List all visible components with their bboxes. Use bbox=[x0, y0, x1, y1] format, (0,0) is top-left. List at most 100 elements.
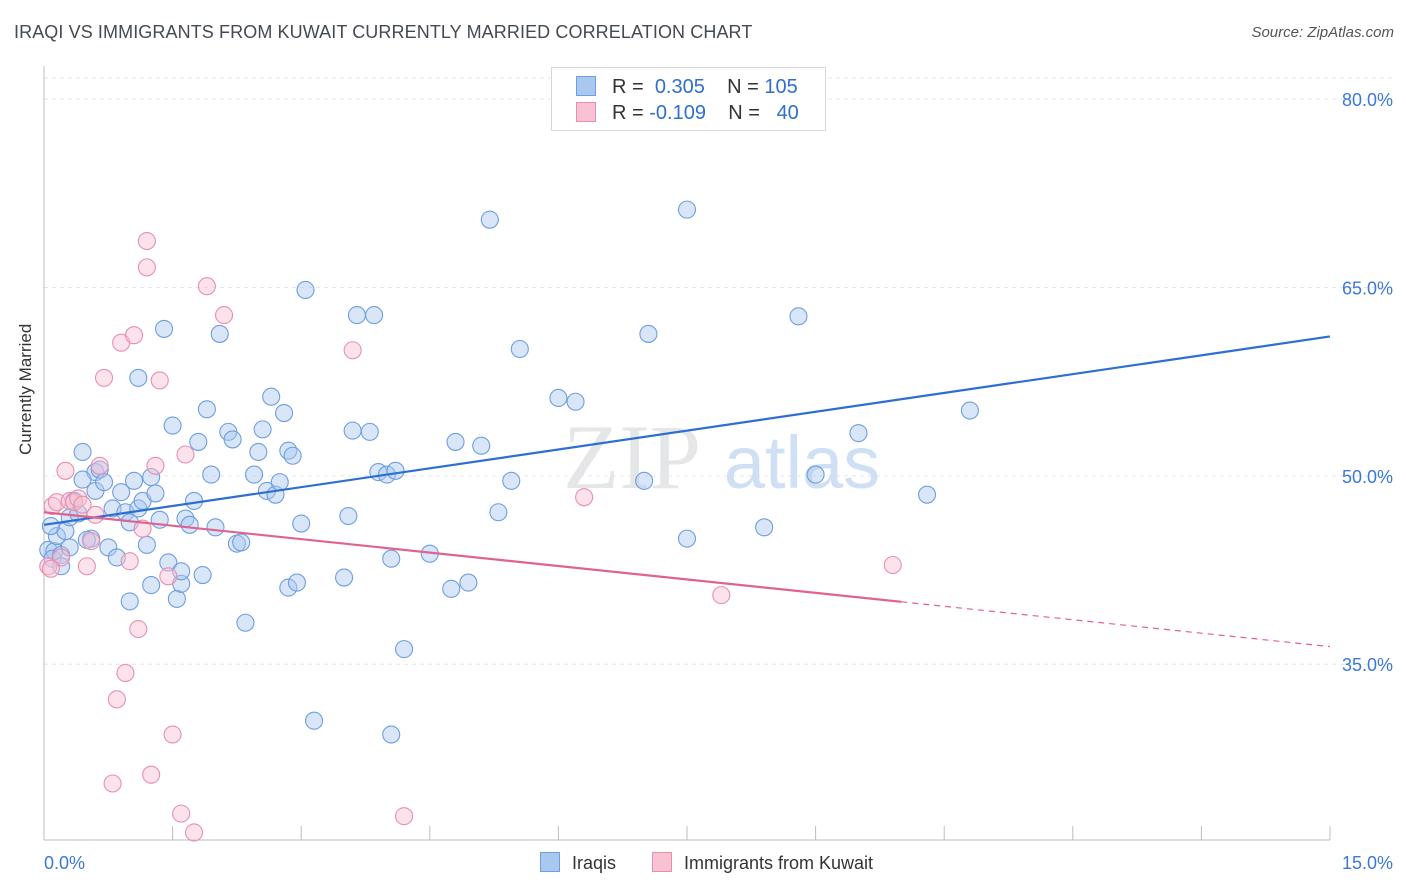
iraqis-point-49 bbox=[236, 613, 255, 632]
kuwait-point-29 bbox=[172, 804, 191, 823]
iraqis-point-52 bbox=[253, 420, 272, 439]
iraqis-point-37 bbox=[180, 515, 199, 534]
kuwait-point-23 bbox=[137, 258, 156, 277]
kuwait-point-9 bbox=[77, 557, 96, 576]
watermark: ZIP atlas bbox=[563, 406, 880, 508]
kuwait-point-37 bbox=[712, 586, 731, 605]
kuwait-point-28 bbox=[163, 725, 182, 744]
r-value-kuwait: -0.109 bbox=[649, 102, 706, 124]
r-label: R = bbox=[612, 76, 644, 98]
kuwait-point-24 bbox=[142, 765, 161, 784]
x-tick-label-max: 15.0% bbox=[1342, 853, 1393, 873]
iraqis-point-76 bbox=[382, 725, 401, 744]
n-value-kuwait: 40 bbox=[776, 102, 799, 124]
stats-legend: R = 0.305 N = 105 R = -0.109 N = 40 bbox=[551, 67, 826, 131]
kuwait-point-14 bbox=[103, 774, 122, 793]
iraqis-legend-swatch bbox=[540, 852, 560, 872]
iraqis-point-32 bbox=[163, 416, 182, 435]
iraqis-point-88 bbox=[635, 471, 654, 490]
watermark-atlas: atlas bbox=[724, 421, 880, 504]
kuwait-point-38 bbox=[883, 555, 902, 575]
iraqis-swatch bbox=[576, 76, 596, 96]
iraqis-point-83 bbox=[489, 503, 508, 522]
iraqis-point-85 bbox=[510, 339, 529, 359]
iraqis-point-2 bbox=[47, 527, 66, 546]
iraqis-point-56 bbox=[270, 473, 289, 492]
iraqis-point-54 bbox=[262, 387, 281, 406]
iraqis-point-103 bbox=[142, 576, 161, 595]
kuwait-trend-line-extrapolated bbox=[901, 601, 1331, 648]
iraqis-point-43 bbox=[206, 518, 225, 537]
kuwait-point-12 bbox=[90, 456, 109, 475]
kuwait-point-35 bbox=[395, 807, 414, 826]
x-tick-label-min: 0.0% bbox=[44, 853, 85, 873]
iraqis-point-78 bbox=[442, 579, 461, 598]
iraqis-point-14 bbox=[94, 473, 114, 492]
y-tick-label-3: 80.0% bbox=[1342, 90, 1393, 110]
kuwait-point-19 bbox=[124, 326, 144, 345]
kuwait-point-34 bbox=[343, 341, 362, 360]
iraqis-point-67 bbox=[343, 421, 362, 440]
iraqis-point-80 bbox=[459, 573, 478, 592]
iraqis-point-9 bbox=[73, 442, 92, 462]
stats-legend-row-iraqis: R = 0.305 N = 105 bbox=[576, 76, 798, 102]
iraqis-point-28 bbox=[146, 484, 165, 503]
data-points bbox=[39, 200, 979, 842]
iraqis-point-68 bbox=[347, 306, 366, 325]
kuwait-trend-line bbox=[43, 511, 902, 603]
kuwait-point-32 bbox=[197, 277, 216, 296]
y-axis-label: Currently Married bbox=[16, 323, 35, 455]
iraqis-point-74 bbox=[386, 461, 405, 480]
source-label: Source: ZipAtlas.com bbox=[1251, 24, 1394, 41]
iraqis-point-58 bbox=[279, 578, 298, 597]
kuwait-point-26 bbox=[150, 371, 169, 390]
iraqis-point-69 bbox=[360, 422, 379, 441]
legend-label-kuwait: Immigrants from Kuwait bbox=[684, 853, 874, 873]
stats-legend-row-kuwait: R = -0.109 N = 40 bbox=[576, 102, 799, 128]
iraqis-point-79 bbox=[446, 432, 465, 451]
iraqis-trend-line bbox=[43, 335, 1331, 526]
kuwait-point-11 bbox=[86, 505, 105, 524]
legend-label-iraqis: Iraqis bbox=[572, 853, 617, 873]
iraqis-point-73 bbox=[382, 549, 401, 568]
n-label: N = bbox=[728, 102, 760, 124]
gridlines bbox=[44, 77, 1394, 665]
iraqis-point-44 bbox=[210, 324, 229, 343]
kuwait-point-33 bbox=[214, 306, 234, 325]
iraqis-point-70 bbox=[365, 306, 384, 325]
iraqis-point-75 bbox=[395, 640, 414, 659]
iraqis-point-24 bbox=[129, 368, 148, 387]
watermark-zip: ZIP bbox=[563, 406, 701, 508]
kuwait-point-30 bbox=[176, 445, 195, 464]
kuwait-point-4 bbox=[56, 461, 75, 480]
legend-item-kuwait[interactable]: Immigrants from Kuwait bbox=[652, 852, 873, 874]
iraqis-point-65 bbox=[335, 568, 354, 587]
kuwait-point-0 bbox=[39, 557, 58, 576]
iraqis-point-21 bbox=[120, 592, 139, 611]
iraqis-point-60 bbox=[283, 446, 302, 465]
iraqis-point-87 bbox=[566, 392, 585, 411]
iraqis-point-62 bbox=[292, 514, 311, 533]
iraqis-point-26 bbox=[137, 535, 156, 554]
iraqis-point-42 bbox=[202, 465, 221, 484]
kuwait-point-39 bbox=[41, 559, 60, 578]
kuwait-point-25 bbox=[146, 456, 165, 475]
iraqis-point-40 bbox=[193, 565, 212, 585]
iraqis-point-51 bbox=[249, 442, 268, 462]
iraqis-point-84 bbox=[502, 471, 521, 490]
kuwait-legend-swatch bbox=[652, 852, 672, 872]
iraqis-point-86 bbox=[549, 388, 568, 408]
iraqis-point-97 bbox=[960, 401, 979, 420]
kuwait-point-8 bbox=[73, 495, 92, 514]
iraqis-point-94 bbox=[806, 465, 825, 484]
iraqis-point-31 bbox=[159, 553, 178, 572]
kuwait-point-10 bbox=[82, 532, 101, 551]
iraqis-point-64 bbox=[305, 711, 324, 730]
iraqis-point-81 bbox=[472, 436, 491, 455]
iraqis-point-98 bbox=[41, 517, 60, 536]
iraqis-point-93 bbox=[789, 307, 808, 326]
iraqis-point-82 bbox=[480, 210, 499, 229]
legend-item-iraqis[interactable]: Iraqis bbox=[540, 852, 616, 874]
kuwait-point-13 bbox=[94, 368, 114, 387]
